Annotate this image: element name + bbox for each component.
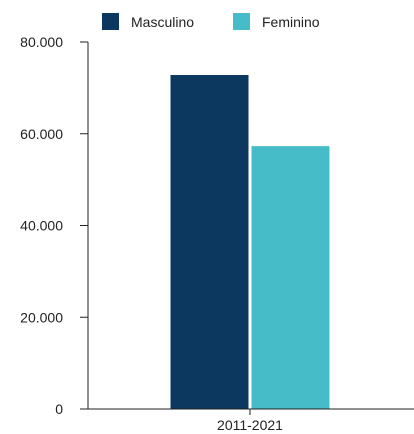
y-tick-label: 20.000 [20, 309, 63, 325]
legend-swatch-1 [233, 13, 250, 30]
x-axis: 2011-2021 [88, 408, 414, 433]
legend-label-1: Feminino [262, 14, 320, 30]
bars [170, 75, 330, 410]
legend-swatch-0 [102, 13, 119, 30]
y-tick-label: 0 [55, 401, 63, 417]
bar-masculino [170, 75, 249, 409]
y-tick-label: 80.000 [20, 34, 63, 50]
y-tick-label: 40.000 [20, 218, 63, 234]
legend-label-0: Masculino [131, 14, 194, 30]
bar-feminino [251, 146, 330, 410]
legend: Masculino Feminino [102, 13, 320, 30]
y-axis: 0 20.000 40.000 60.000 80.000 [20, 34, 89, 417]
x-tick-label: 2011-2021 [217, 417, 283, 433]
y-tick-label: 60.000 [20, 126, 63, 142]
